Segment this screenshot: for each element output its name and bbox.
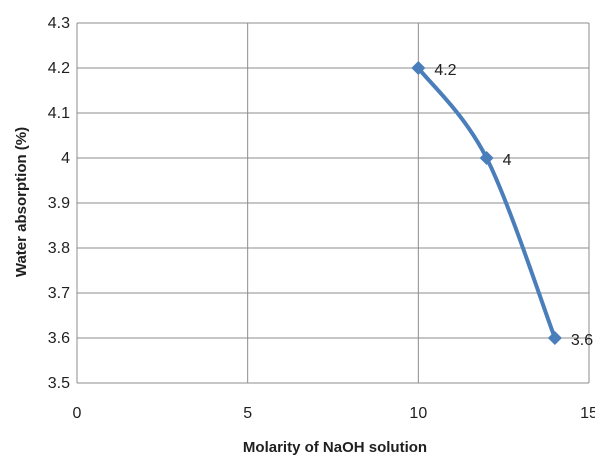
- data-point-marker: [411, 61, 426, 75]
- y-tick-label: 4.3: [48, 15, 70, 32]
- y-tick-label: 4: [61, 150, 70, 167]
- x-tick-label: 0: [73, 405, 82, 422]
- x-tick-label: 10: [409, 405, 427, 422]
- y-tick-label: 3.6: [48, 330, 70, 347]
- series-water-absorption: 4.2 4 3.6: [411, 61, 593, 349]
- data-label: 4.2: [434, 62, 456, 79]
- data-point-marker: [479, 151, 494, 165]
- gridlines: [76, 22, 590, 384]
- x-tick-label: 5: [243, 405, 252, 422]
- y-tick-label: 3.7: [48, 285, 70, 302]
- x-axis-tick-labels: 0 5 10 15: [73, 405, 595, 422]
- y-tick-label: 4.1: [48, 105, 70, 122]
- y-axis-title: Water absorption (%): [13, 127, 30, 277]
- x-tick-label: 15: [580, 405, 595, 422]
- y-axis-tick-labels: 3.5 3.6 3.7 3.8 3.9 4 4.1 4.2 4.3: [48, 15, 70, 392]
- y-tick-label: 3.5: [48, 375, 70, 392]
- data-label: 4: [503, 152, 512, 169]
- y-tick-label: 4.2: [48, 60, 70, 77]
- data-label: 3.6: [571, 332, 593, 349]
- y-tick-label: 3.8: [48, 240, 70, 257]
- y-tick-label: 3.9: [48, 195, 70, 212]
- series-line: [416, 66, 557, 340]
- data-point-marker: [547, 331, 562, 345]
- x-axis-title: Molarity of NaOH solution: [243, 439, 427, 456]
